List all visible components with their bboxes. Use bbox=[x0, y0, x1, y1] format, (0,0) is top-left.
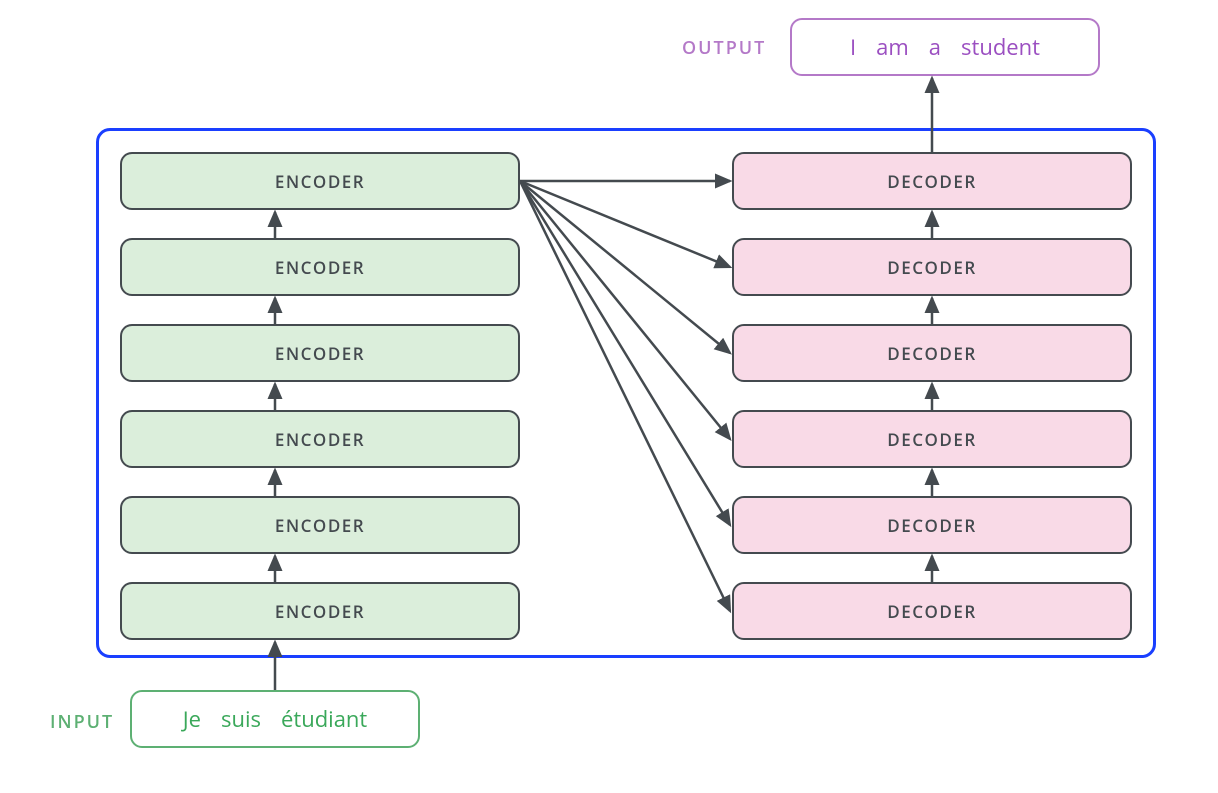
input-token: suis bbox=[221, 704, 261, 734]
encoder-block: ENCODER bbox=[120, 324, 520, 382]
decoder-block: DECODER bbox=[732, 410, 1132, 468]
decoder-block: DECODER bbox=[732, 324, 1132, 382]
encoder-block: ENCODER bbox=[120, 582, 520, 640]
input-token: Je bbox=[183, 704, 201, 734]
decoder-label: DECODER bbox=[887, 342, 976, 365]
encoder-label: ENCODER bbox=[275, 256, 365, 279]
decoder-label: DECODER bbox=[887, 600, 976, 623]
decoder-block: DECODER bbox=[732, 238, 1132, 296]
input-label: INPUT bbox=[50, 710, 114, 734]
decoder-label: DECODER bbox=[887, 256, 976, 279]
encoder-label: ENCODER bbox=[275, 514, 365, 537]
output-token: am bbox=[876, 32, 909, 62]
encoder-block: ENCODER bbox=[120, 238, 520, 296]
encoder-block: ENCODER bbox=[120, 152, 520, 210]
decoder-label: DECODER bbox=[887, 514, 976, 537]
input-token: étudiant bbox=[281, 704, 367, 734]
output-token: I bbox=[850, 32, 856, 62]
encoder-label: ENCODER bbox=[275, 600, 365, 623]
decoder-block: DECODER bbox=[732, 496, 1132, 554]
encoder-label: ENCODER bbox=[275, 342, 365, 365]
encoder-block: ENCODER bbox=[120, 410, 520, 468]
decoder-label: DECODER bbox=[887, 428, 976, 451]
output-label: OUTPUT bbox=[682, 36, 766, 60]
output-box: Iama student bbox=[790, 18, 1100, 76]
input-box: Jesuis étudiant bbox=[130, 690, 420, 748]
decoder-block: DECODER bbox=[732, 582, 1132, 640]
decoder-block: DECODER bbox=[732, 152, 1132, 210]
decoder-label: DECODER bbox=[887, 170, 976, 193]
output-token: a bbox=[929, 32, 941, 62]
encoder-label: ENCODER bbox=[275, 428, 365, 451]
encoder-block: ENCODER bbox=[120, 496, 520, 554]
output-token: student bbox=[961, 32, 1040, 62]
encoder-label: ENCODER bbox=[275, 170, 365, 193]
